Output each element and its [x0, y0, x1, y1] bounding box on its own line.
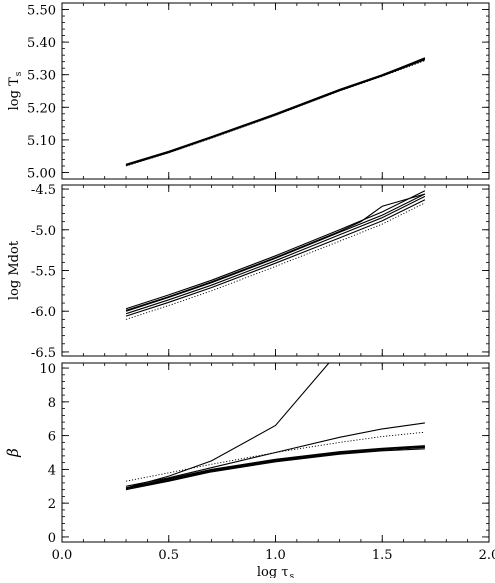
series-line-3	[125, 431, 425, 482]
x-tick-label: 1.5	[372, 548, 393, 563]
series-line-1	[125, 57, 426, 165]
y-tick-label: -5.5	[31, 265, 56, 280]
y-tick-label: -4.5	[31, 183, 56, 198]
x-tick-label: 0.0	[52, 548, 73, 563]
y-tick-label: 2	[48, 497, 56, 512]
panel-1: 5.00 5.10 5.20 5.30 5.40 5.50 log Ts	[7, 2, 490, 181]
panel-3: 0 2 4 6 8 10 0.0 0.5 1.0 1.5 2.0 β log τs	[4, 362, 495, 582]
x-tick-label: 2.0	[479, 548, 495, 563]
y-tick-label: -6.5	[31, 346, 56, 361]
y-tick-label: 5.00	[27, 166, 56, 181]
y-axis-label: log Mdot	[7, 240, 22, 300]
y-tick-label: 5.50	[27, 4, 56, 19]
panel-2: -6.5 -6.0 -5.5 -5.0 -4.5 log Mdot	[7, 183, 490, 361]
y-tick-label: -6.0	[31, 305, 56, 320]
series-line-6	[125, 448, 425, 491]
series-line-1	[125, 190, 426, 310]
series-line-4	[125, 199, 426, 317]
series-line-3	[125, 195, 426, 315]
y-tick-label: 5.30	[27, 69, 56, 84]
series-line-6	[125, 202, 426, 320]
series-line-4	[125, 57, 426, 166]
x-axis-label: log τs	[257, 565, 295, 578]
series-line-2	[125, 193, 426, 312]
x-tick-label: 0.5	[158, 548, 179, 563]
plot-frame	[61, 2, 490, 180]
plot-frame	[61, 184, 490, 357]
x-tick-label: 1.0	[265, 548, 286, 563]
y-tick-label: 0	[48, 531, 56, 546]
series-line-5	[125, 446, 425, 490]
y-tick-label: 10	[39, 362, 56, 377]
y-tick-label: 6	[48, 430, 56, 445]
series-line-4	[125, 446, 425, 489]
series-line-7	[125, 445, 425, 489]
y-tick-label: 4	[48, 463, 56, 478]
y-tick-label: 5.40	[27, 36, 56, 51]
series-line-3	[125, 59, 426, 167]
y-axis-label: log Ts	[7, 71, 24, 110]
y-tick-label: -5.0	[31, 224, 56, 239]
y-tick-label: 5.10	[27, 134, 56, 149]
series-line-2	[125, 422, 425, 487]
series-line-5	[125, 193, 426, 311]
series-line-1	[125, 363, 330, 489]
y-tick-label: 8	[48, 396, 56, 411]
y-tick-label: 5.20	[27, 101, 56, 116]
y-axis-label: β	[4, 448, 22, 458]
